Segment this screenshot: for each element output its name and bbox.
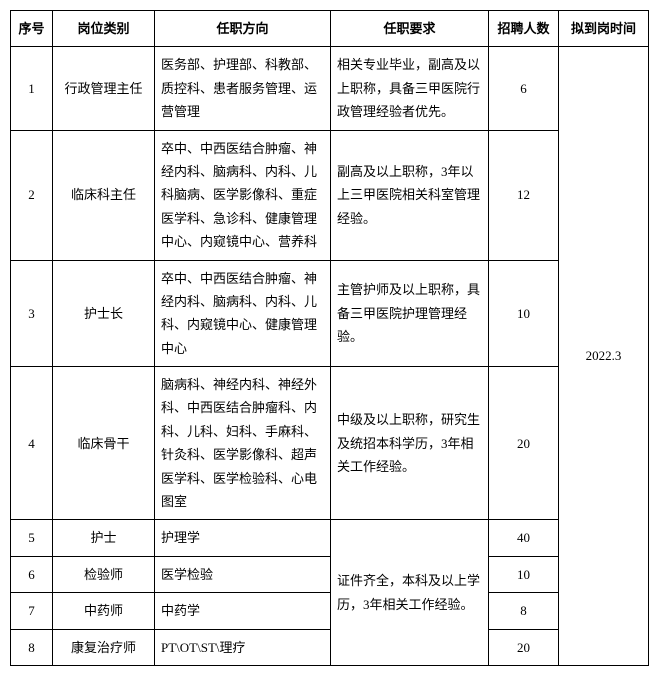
cell-category: 护士: [53, 520, 155, 556]
cell-time: 2022.3: [559, 47, 649, 666]
cell-requirement: 副高及以上职称，3年以上三甲医院相关科室管理经验。: [331, 130, 489, 260]
cell-category: 护士长: [53, 260, 155, 367]
table-row: 2 临床科主任 卒中、中西医结合肿瘤、神经内科、脑病科、内科、儿科脑病、医学影像…: [11, 130, 649, 260]
cell-seq: 7: [11, 593, 53, 629]
cell-number: 10: [489, 260, 559, 367]
table-row: 4 临床骨干 脑病科、神经内科、神经外科、中西医结合肿瘤科、内科、儿科、妇科、手…: [11, 367, 649, 520]
cell-direction: 护理学: [155, 520, 331, 556]
cell-seq: 8: [11, 629, 53, 665]
table-row: 3 护士长 卒中、中西医结合肿瘤、神经内科、脑病科、内科、儿科、内窥镜中心、健康…: [11, 260, 649, 367]
cell-number: 40: [489, 520, 559, 556]
cell-requirement: 相关专业毕业，副高及以上职称，具备三甲医院行政管理经验者优先。: [331, 47, 489, 130]
cell-seq: 4: [11, 367, 53, 520]
cell-category: 检验师: [53, 556, 155, 592]
cell-seq: 3: [11, 260, 53, 367]
cell-number: 6: [489, 47, 559, 130]
header-time: 拟到岗时间: [559, 11, 649, 47]
cell-seq: 6: [11, 556, 53, 592]
cell-number: 20: [489, 629, 559, 665]
cell-requirement: 中级及以上职称，研究生及统招本科学历，3年相关工作经验。: [331, 367, 489, 520]
cell-category: 中药师: [53, 593, 155, 629]
cell-seq: 1: [11, 47, 53, 130]
cell-seq: 5: [11, 520, 53, 556]
cell-seq: 2: [11, 130, 53, 260]
table-row: 6 检验师 医学检验 10: [11, 556, 649, 592]
header-category: 岗位类别: [53, 11, 155, 47]
cell-category: 康复治疗师: [53, 629, 155, 665]
cell-direction: 中药学: [155, 593, 331, 629]
cell-direction: 医学检验: [155, 556, 331, 592]
cell-category: 行政管理主任: [53, 47, 155, 130]
cell-requirement: 主管护师及以上职称，具备三甲医院护理管理经验。: [331, 260, 489, 367]
cell-category: 临床科主任: [53, 130, 155, 260]
cell-number: 20: [489, 367, 559, 520]
table-row: 8 康复治疗师 PT\OT\ST\理疗 20: [11, 629, 649, 665]
cell-number: 10: [489, 556, 559, 592]
table-row: 5 护士 护理学 证件齐全，本科及以上学历，3年相关工作经验。 40: [11, 520, 649, 556]
table-row: 7 中药师 中药学 8: [11, 593, 649, 629]
cell-direction: 卒中、中西医结合肿瘤、神经内科、脑病科、内科、儿科脑病、医学影像科、重症医学科、…: [155, 130, 331, 260]
cell-direction: PT\OT\ST\理疗: [155, 629, 331, 665]
cell-number: 8: [489, 593, 559, 629]
cell-requirement: 证件齐全，本科及以上学历，3年相关工作经验。: [331, 520, 489, 666]
cell-number: 12: [489, 130, 559, 260]
table-row: 1 行政管理主任 医务部、护理部、科教部、质控科、患者服务管理、运营管理 相关专…: [11, 47, 649, 130]
cell-direction: 脑病科、神经内科、神经外科、中西医结合肿瘤科、内科、儿科、妇科、手麻科、针灸科、…: [155, 367, 331, 520]
table-header-row: 序号 岗位类别 任职方向 任职要求 招聘人数 拟到岗时间: [11, 11, 649, 47]
header-direction: 任职方向: [155, 11, 331, 47]
header-seq: 序号: [11, 11, 53, 47]
header-requirement: 任职要求: [331, 11, 489, 47]
cell-direction: 医务部、护理部、科教部、质控科、患者服务管理、运营管理: [155, 47, 331, 130]
cell-category: 临床骨干: [53, 367, 155, 520]
recruitment-table: 序号 岗位类别 任职方向 任职要求 招聘人数 拟到岗时间 1 行政管理主任 医务…: [10, 10, 649, 666]
cell-direction: 卒中、中西医结合肿瘤、神经内科、脑病科、内科、儿科、内窥镜中心、健康管理中心: [155, 260, 331, 367]
header-number: 招聘人数: [489, 11, 559, 47]
